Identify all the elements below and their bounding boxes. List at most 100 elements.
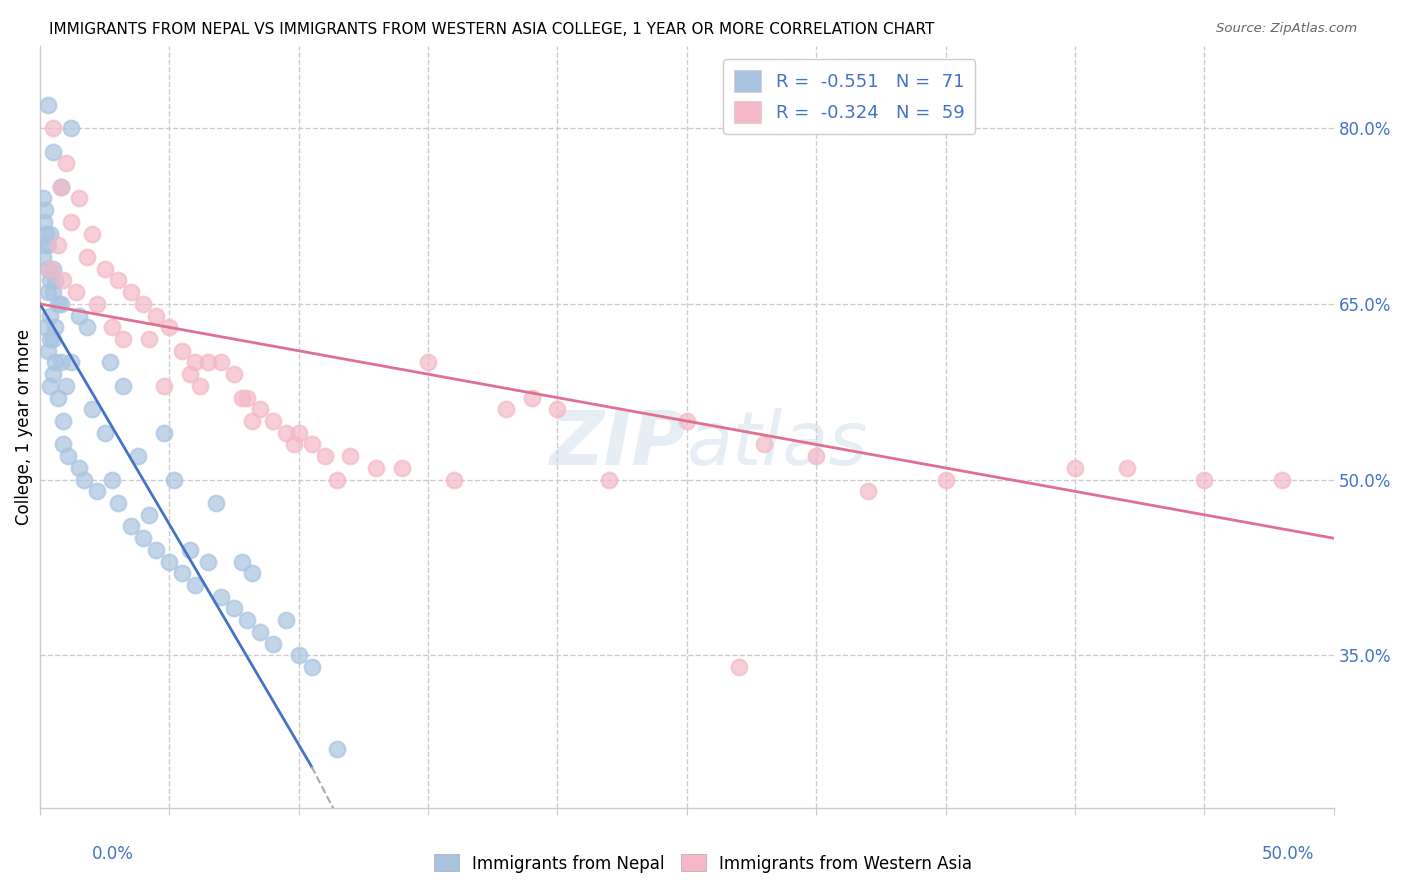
Point (132, 297, 155, 311)
Text: IMMIGRANTS FROM NEPAL VS IMMIGRANTS FROM WESTERN ASIA COLLEGE, 1 YEAR OR MORE CO: IMMIGRANTS FROM NEPAL VS IMMIGRANTS FROM… (49, 22, 935, 37)
Point (157, 320, 180, 334)
Point (240, 566, 263, 581)
Point (44, 355, 66, 369)
Point (231, 391, 253, 405)
Point (598, 473, 620, 487)
Point (37, 343, 59, 358)
Point (236, 613, 259, 627)
Point (107, 273, 129, 287)
Point (856, 484, 879, 499)
Point (111, 379, 134, 393)
Point (249, 624, 271, 639)
Point (80, 227, 103, 241)
Point (274, 425, 297, 440)
Point (1194, 473, 1216, 487)
Point (172, 343, 194, 358)
Point (197, 555, 219, 569)
Point (222, 601, 245, 615)
Point (205, 496, 228, 510)
Point (443, 473, 465, 487)
Point (34, 238, 56, 252)
Point (145, 542, 167, 557)
Point (184, 578, 207, 592)
Point (34, 203, 56, 218)
Point (804, 449, 827, 463)
Point (172, 566, 194, 581)
Point (132, 531, 155, 545)
Legend: Immigrants from Nepal, Immigrants from Western Asia: Immigrants from Nepal, Immigrants from W… (427, 847, 979, 880)
Point (58, 449, 80, 463)
Point (52, 414, 75, 428)
Point (46, 238, 69, 252)
Point (754, 437, 776, 451)
Point (44, 320, 66, 334)
Point (283, 437, 305, 451)
Point (42, 285, 65, 300)
Point (101, 320, 124, 334)
Point (934, 473, 956, 487)
Point (495, 402, 517, 417)
Point (1115, 461, 1137, 475)
Point (55, 156, 77, 170)
Point (59, 215, 82, 229)
Text: 50.0%: 50.0% (1263, 845, 1315, 863)
Point (44, 273, 66, 287)
Point (46, 297, 69, 311)
Point (39, 379, 62, 393)
Point (101, 473, 124, 487)
Point (42, 145, 65, 159)
Point (301, 437, 323, 451)
Point (39, 332, 62, 346)
Point (326, 742, 349, 756)
Point (35, 227, 58, 241)
Point (76, 320, 98, 334)
Point (98, 355, 121, 369)
Point (209, 355, 232, 369)
Point (46, 391, 69, 405)
Point (49, 179, 72, 194)
Point (34, 320, 56, 334)
Point (49, 355, 72, 369)
Point (55, 379, 77, 393)
Point (197, 355, 219, 369)
Point (138, 508, 160, 522)
Point (67, 309, 90, 323)
Point (675, 414, 697, 428)
Point (179, 542, 201, 557)
Y-axis label: College, 1 year or more: College, 1 year or more (15, 329, 32, 525)
Point (86, 297, 108, 311)
Point (32, 215, 55, 229)
Point (52, 437, 75, 451)
Point (231, 555, 253, 569)
Point (287, 648, 309, 663)
Point (727, 660, 749, 674)
Point (49, 297, 72, 311)
Point (1271, 473, 1294, 487)
Point (240, 414, 263, 428)
Point (37, 285, 59, 300)
Point (37, 238, 59, 252)
Point (287, 425, 309, 440)
Point (93, 425, 115, 440)
Point (314, 449, 336, 463)
Point (236, 391, 259, 405)
Point (42, 261, 65, 276)
Point (520, 391, 543, 405)
Point (39, 261, 62, 276)
Legend: R =  -0.551   N =  71, R =  -0.324   N =  59: R = -0.551 N = 71, R = -0.324 N = 59 (723, 59, 976, 134)
Point (163, 473, 186, 487)
Point (301, 660, 323, 674)
Point (184, 355, 207, 369)
Text: atlas: atlas (686, 409, 868, 481)
Point (65, 285, 87, 300)
Point (49, 179, 72, 194)
Point (179, 368, 201, 382)
Text: ZIP: ZIP (550, 408, 686, 481)
Point (274, 613, 297, 627)
Point (1064, 461, 1087, 475)
Point (157, 555, 180, 569)
Point (222, 368, 245, 382)
Point (59, 355, 82, 369)
Point (59, 121, 82, 136)
Point (37, 261, 59, 276)
